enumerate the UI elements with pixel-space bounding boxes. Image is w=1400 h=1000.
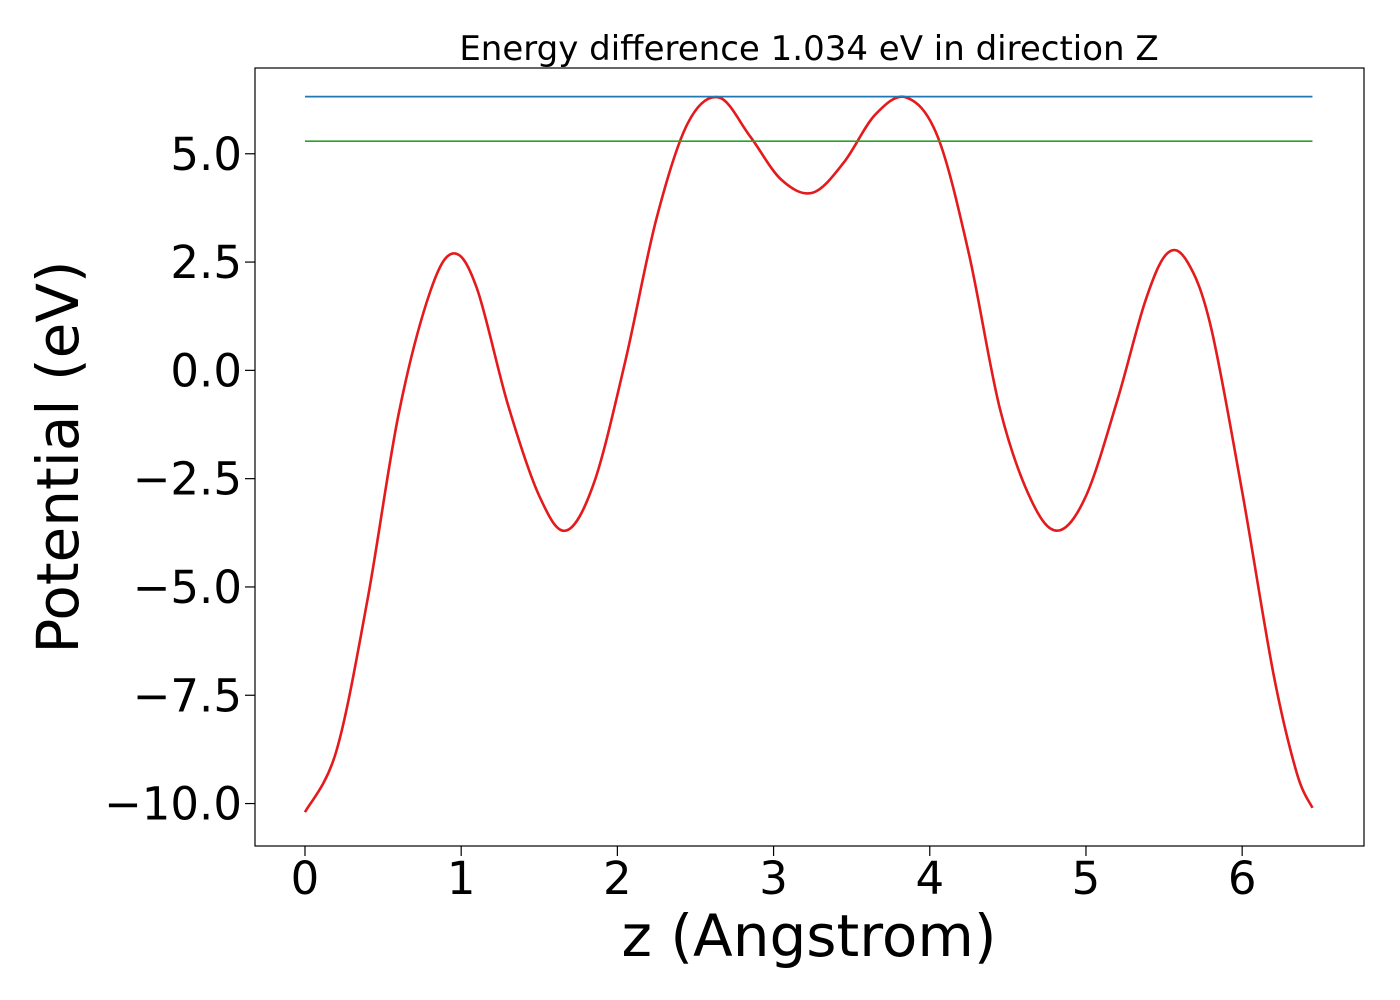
y-tick-label: 2.5	[170, 236, 242, 289]
plot-area	[303, 95, 1314, 813]
x-tick-label: 0	[291, 852, 320, 905]
x-tick-label: 1	[447, 852, 476, 905]
x-tick-label: 5	[1072, 852, 1101, 905]
x-tick-label: 6	[1228, 852, 1257, 905]
x-tick-label: 2	[603, 852, 632, 905]
y-tick-label: −10.0	[104, 778, 242, 831]
x-axis-label: z (Angstrom)	[622, 902, 997, 970]
y-tick-label: −5.0	[133, 561, 242, 614]
y-axis: 5.0 2.5 0.0 −2.5 −5.0 −7.5 −10.0	[104, 128, 255, 831]
x-axis: 0 1 2 3 4 5 6	[291, 846, 1257, 905]
y-tick-label: 0.0	[170, 344, 242, 397]
y-tick-label: −2.5	[133, 453, 242, 506]
axes-frame	[254, 67, 1365, 847]
y-tick-label: −7.5	[133, 669, 242, 722]
y-axis-label: Potential (eV)	[24, 260, 92, 653]
x-tick-label: 3	[759, 852, 788, 905]
x-tick-label: 4	[915, 852, 944, 905]
y-tick-label: 5.0	[170, 128, 242, 181]
potential-curve	[303, 95, 1314, 813]
chart-title: Energy difference 1.034 eV in direction …	[459, 29, 1158, 69]
